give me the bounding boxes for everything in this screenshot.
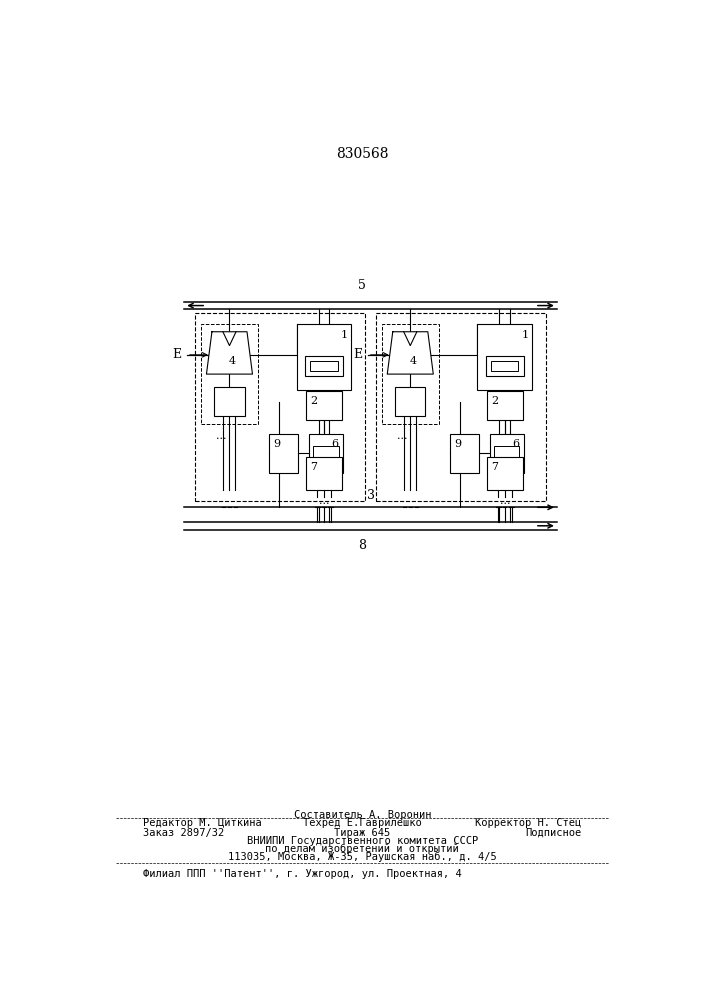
Text: E: E: [173, 348, 182, 361]
Bar: [306, 457, 341, 490]
Bar: [491, 361, 518, 371]
Bar: [382, 324, 439, 424]
Text: 9: 9: [454, 439, 461, 449]
Bar: [395, 387, 426, 416]
Bar: [310, 361, 338, 371]
Bar: [376, 312, 546, 501]
Text: Тираж 645: Тираж 645: [334, 828, 390, 838]
Text: Подписное: Подписное: [525, 828, 582, 838]
Text: ...: ...: [319, 496, 329, 506]
Text: 7: 7: [310, 462, 317, 472]
Text: 8: 8: [358, 539, 366, 552]
Text: Филиал ППП ''Патент'', г. Ужгород, ул. Проектная, 4: Филиал ППП ''Патент'', г. Ужгород, ул. П…: [144, 869, 462, 879]
Text: 9: 9: [274, 439, 281, 449]
Text: 6: 6: [512, 439, 520, 449]
Text: 2: 2: [310, 396, 317, 406]
Text: ...: ...: [500, 496, 510, 506]
Bar: [214, 387, 245, 416]
Text: ...: ...: [216, 431, 226, 441]
Bar: [487, 457, 522, 490]
Bar: [477, 324, 532, 389]
Text: 1: 1: [521, 330, 528, 340]
Text: E: E: [354, 348, 363, 361]
Text: Техред Е.Гаврилешко: Техред Е.Гаврилешко: [303, 818, 421, 828]
Text: Заказ 2897/32: Заказ 2897/32: [144, 828, 224, 838]
Text: 7: 7: [491, 462, 498, 472]
Bar: [201, 324, 258, 424]
Polygon shape: [387, 332, 433, 374]
Text: 2: 2: [491, 396, 498, 406]
Text: 1: 1: [340, 330, 348, 340]
Text: Корректор Н. Стец: Корректор Н. Стец: [475, 818, 582, 828]
Text: 5: 5: [358, 279, 366, 292]
Text: 3: 3: [366, 489, 375, 502]
Text: 4: 4: [228, 356, 235, 366]
Text: ВНИИПИ Государственного комитета СССР: ВНИИПИ Государственного комитета СССР: [247, 836, 478, 846]
Text: 830568: 830568: [336, 147, 389, 161]
Text: 6: 6: [332, 439, 339, 449]
Bar: [309, 434, 343, 473]
Bar: [195, 312, 365, 501]
Bar: [269, 434, 298, 473]
Text: Редактор М. Циткина: Редактор М. Циткина: [144, 818, 262, 828]
Bar: [313, 446, 339, 465]
Text: Составитель А. Воронин: Составитель А. Воронин: [293, 810, 431, 820]
Polygon shape: [206, 332, 252, 374]
Bar: [305, 356, 343, 376]
Text: 113035, Москва, Ж-35, Раушская наб., д. 4/5: 113035, Москва, Ж-35, Раушская наб., д. …: [228, 852, 497, 862]
Bar: [490, 434, 524, 473]
Text: по делам изобретений и открытий: по делам изобретений и открытий: [265, 844, 460, 854]
Text: 4: 4: [409, 356, 416, 366]
Bar: [297, 324, 351, 389]
Bar: [450, 434, 479, 473]
Bar: [306, 391, 341, 420]
Bar: [494, 446, 520, 465]
Bar: [487, 391, 522, 420]
Bar: [486, 356, 524, 376]
Text: ...: ...: [397, 431, 407, 441]
